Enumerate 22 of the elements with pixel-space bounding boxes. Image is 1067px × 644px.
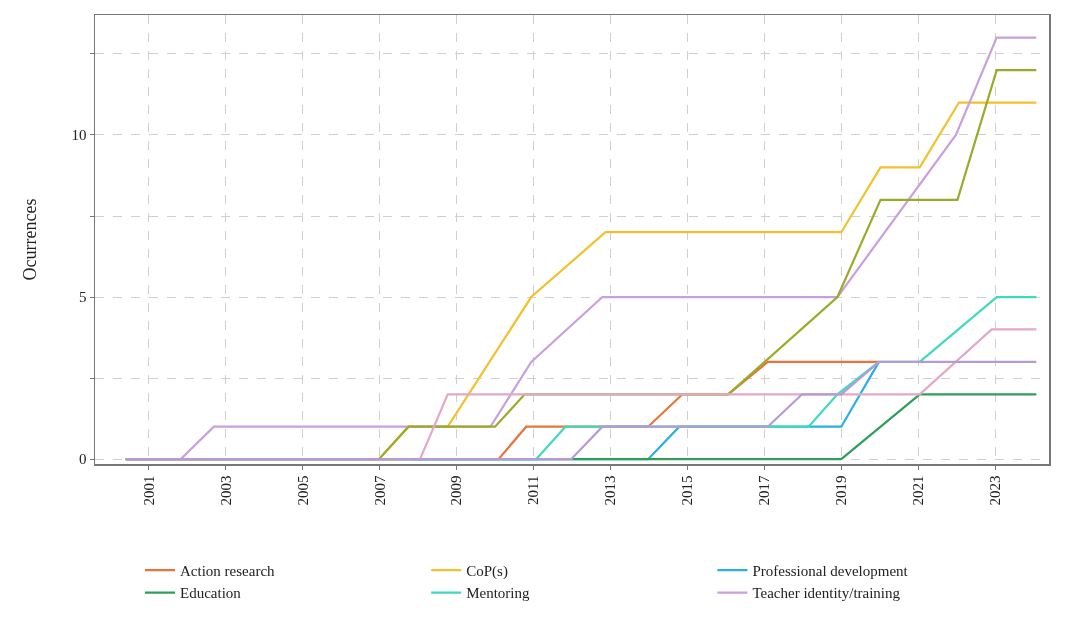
x-tick-label: 2005 [294, 475, 311, 506]
x-tick-label: 2011 [525, 475, 542, 505]
legend-label: Teacher identity/training [752, 585, 901, 602]
x-tick-label: 2007 [371, 475, 388, 506]
legend-label: Professional development [752, 562, 909, 579]
y-tick-label: 0 [79, 451, 87, 468]
x-tick-label: 2003 [217, 475, 234, 506]
legend-label: Mentoring [466, 585, 531, 602]
x-tick-label: 2015 [679, 475, 696, 506]
legend-label: CoP(s) [466, 562, 508, 580]
legend-label: Action research [180, 562, 276, 579]
x-tick-label: 2013 [602, 475, 619, 506]
y-axis-title: Ocurrences [19, 198, 40, 281]
x-tick-label: 2021 [910, 475, 927, 506]
x-tick-label: 2009 [448, 475, 465, 506]
x-tick-label: 2019 [833, 475, 850, 506]
y-tick-label: 5 [79, 289, 87, 306]
y-tick-label: 10 [71, 127, 87, 144]
x-tick-label: 2023 [987, 475, 1004, 506]
x-tick-label: 2017 [756, 475, 773, 506]
x-tick-label: 2001 [140, 475, 157, 506]
legend-label: Education [180, 585, 242, 602]
